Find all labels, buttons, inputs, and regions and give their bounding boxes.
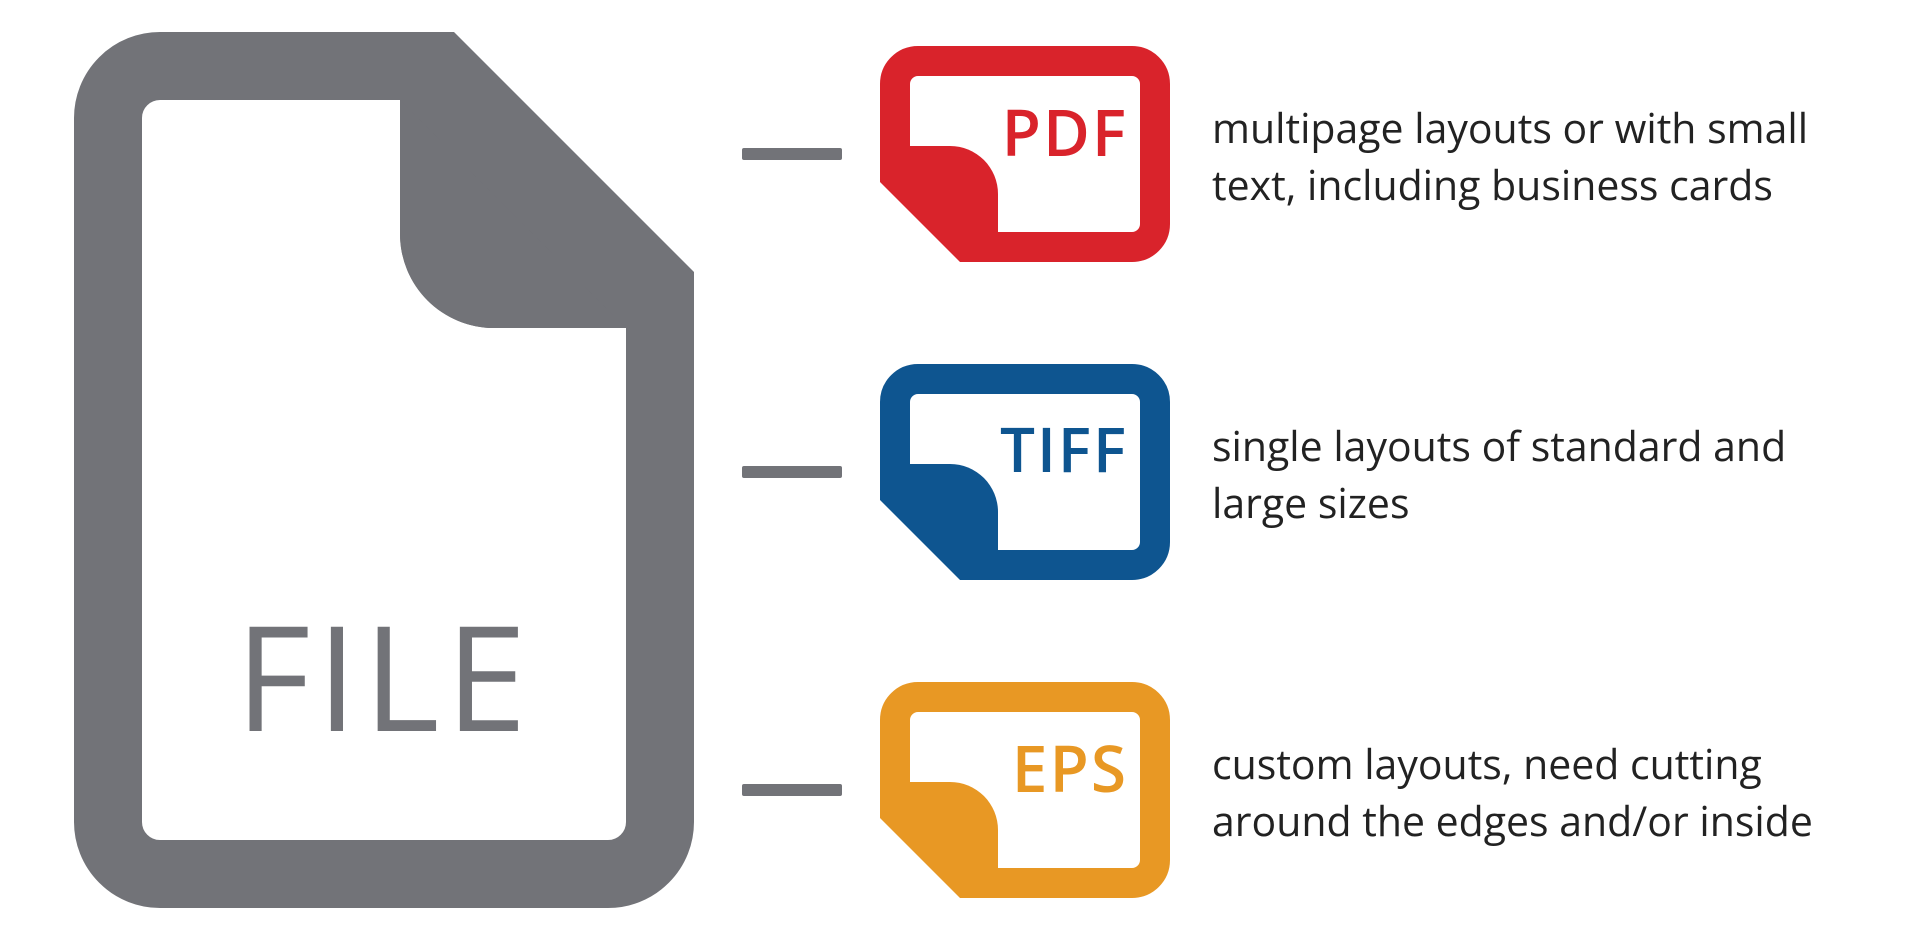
connector-line	[742, 784, 842, 796]
pdf-description: multipage layouts or with small text, in…	[1212, 100, 1872, 213]
main-file-label: FILE	[74, 602, 694, 748]
eps-file-icon: EPS	[880, 682, 1170, 898]
connector-line	[742, 466, 842, 478]
tiff-description: single layouts of standard and large siz…	[1212, 418, 1872, 531]
pdf-file-icon: PDF	[880, 46, 1170, 262]
main-file-icon: FILE	[74, 32, 694, 908]
pdf-label: PDF	[1002, 100, 1128, 164]
eps-label: EPS	[1012, 736, 1128, 800]
tiff-file-icon: TIFF	[880, 364, 1170, 580]
connector-line	[742, 148, 842, 160]
file-icon	[74, 32, 694, 908]
eps-description: custom layouts, need cutting around the …	[1212, 736, 1872, 849]
tiff-label: TIFF	[1000, 418, 1128, 480]
infographic-canvas: FILE PDF multipage layouts or with small…	[0, 0, 1920, 944]
